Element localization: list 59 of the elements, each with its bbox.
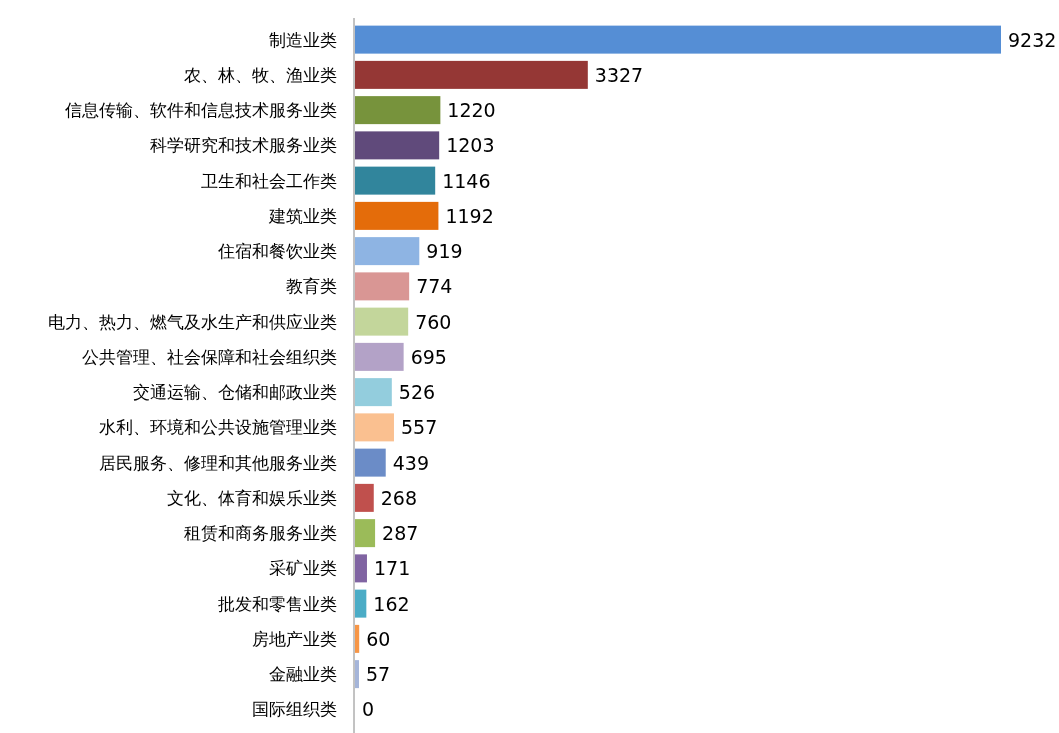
bar	[355, 96, 441, 125]
y-tick-label: 国际组织类	[252, 699, 337, 720]
data-label: 57	[365, 663, 391, 686]
y-tick-label: 制造业类	[269, 29, 337, 50]
y-tick-label: 交通运输、仓储和邮政业类	[133, 382, 337, 403]
bar	[355, 307, 409, 336]
bar	[355, 201, 439, 230]
bar	[355, 378, 392, 407]
bar	[355, 25, 1001, 54]
data-label: 1146	[442, 169, 491, 192]
bar	[355, 413, 394, 442]
bar	[355, 554, 367, 583]
y-tick-label: 居民服务、修理和其他服务业类	[99, 452, 337, 473]
bar	[355, 131, 440, 160]
data-label: 3327	[594, 63, 644, 86]
data-label: 60	[366, 627, 391, 650]
data-label: 439	[392, 451, 429, 474]
y-tick-label: 批发和零售业类	[218, 593, 337, 614]
data-label: 162	[373, 592, 410, 615]
data-label: 557	[400, 416, 438, 439]
data-label: 0	[362, 698, 375, 721]
data-label: 919	[426, 240, 463, 263]
y-tick-label: 建筑业类	[268, 205, 337, 226]
bar	[355, 448, 386, 477]
y-tick-label: 农、林、牧、渔业类	[184, 64, 337, 85]
data-label: 1220	[447, 99, 496, 122]
data-label: 287	[382, 522, 419, 545]
bar	[355, 483, 374, 512]
data-label: 1203	[446, 134, 495, 157]
data-label: 9232	[1008, 28, 1057, 51]
y-tick-label: 卫生和社会工作类	[201, 170, 337, 191]
bar	[355, 60, 588, 89]
data-label: 171	[373, 557, 411, 580]
bar	[355, 166, 436, 195]
data-label: 526	[398, 381, 436, 404]
y-tick-label: 信息传输、软件和信息技术服务业类	[65, 100, 337, 121]
y-tick-label: 房地产业类	[252, 628, 337, 649]
bar	[355, 342, 404, 371]
y-tick-label: 金融业类	[269, 664, 337, 685]
data-label: 268	[380, 486, 418, 509]
data-label: 760	[415, 310, 452, 333]
y-tick-label: 科学研究和技术服务业类	[150, 135, 337, 156]
y-tick-label: 电力、热力、燃气及水生产和供应业类	[48, 311, 337, 332]
y-tick-label: 文化、体育和娱乐业类	[167, 487, 337, 508]
y-tick-label: 租赁和商务服务业类	[184, 523, 337, 544]
y-tick-label: 水利、环境和公共设施管理业类	[99, 417, 337, 438]
y-tick-label: 教育类	[286, 276, 337, 297]
bar	[355, 589, 367, 618]
bar	[355, 660, 359, 689]
y-tick-label: 公共管理、社会保障和社会组织类	[82, 346, 337, 367]
data-label: 695	[410, 345, 447, 368]
bar	[355, 519, 376, 548]
bar	[355, 624, 360, 653]
bar	[355, 237, 420, 266]
bar	[355, 272, 410, 301]
y-tick-label: 采矿业类	[269, 558, 337, 579]
y-tick-label: 住宿和餐饮业类	[217, 241, 337, 262]
data-label: 1192	[445, 204, 494, 227]
data-label: 774	[416, 275, 453, 298]
